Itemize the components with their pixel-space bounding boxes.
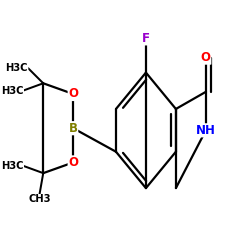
Text: H3C: H3C [6, 63, 28, 73]
Text: O: O [68, 156, 78, 169]
Text: B: B [69, 122, 78, 135]
Text: H3C: H3C [1, 161, 23, 171]
Text: F: F [142, 32, 150, 45]
Text: O: O [68, 88, 78, 101]
Text: O: O [201, 51, 211, 64]
Text: H3C: H3C [1, 86, 23, 96]
Text: CH3: CH3 [28, 194, 51, 204]
Text: NH: NH [196, 124, 216, 137]
